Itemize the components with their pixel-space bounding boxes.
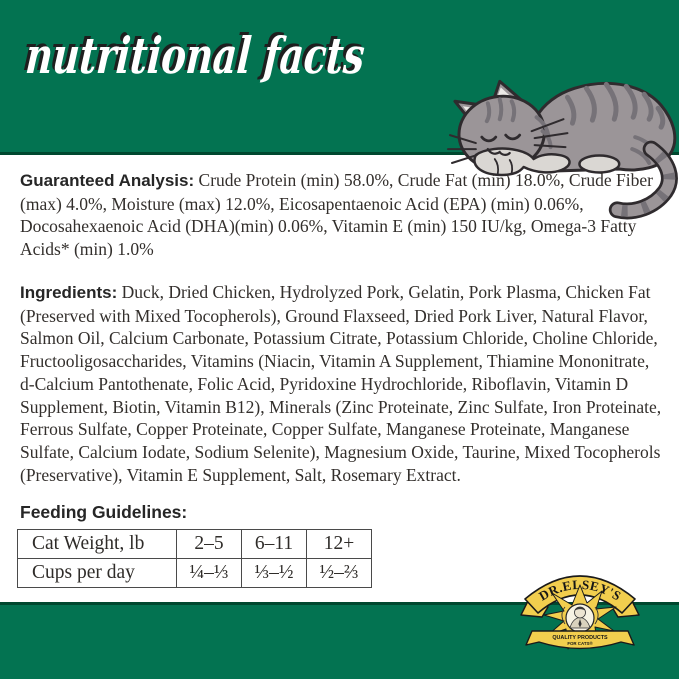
cell-cups-2: ⅓–½ [241, 558, 307, 588]
guaranteed-analysis-paragraph: Guaranteed Analysis: Crude Protein (min)… [20, 169, 668, 261]
ingredients-paragraph: Ingredients: Duck, Dried Chicken, Hydrol… [20, 281, 668, 486]
feeding-guidelines-heading: Feeding Guidelines: [20, 502, 188, 522]
cell-cups-1: ¼–⅓ [176, 558, 242, 588]
logo-burst [543, 584, 617, 650]
cell-weight-1: 2–5 [176, 529, 242, 559]
logo-ribbon-line2: FOR CATS® [567, 641, 593, 646]
logo-portrait [561, 606, 599, 629]
cell-weight-3: 12+ [306, 529, 372, 559]
sleeping-cat-icon [446, 79, 678, 220]
cat-face [446, 118, 569, 165]
ingredients-text: Duck, Dried Chicken, Hydrolyzed Pork, Ge… [20, 282, 662, 485]
cat-back-stripes [564, 81, 666, 130]
cat-front-paws [473, 147, 571, 177]
guaranteed-analysis-text: Crude Protein (min) 58.0%, Crude Fat (mi… [20, 170, 653, 260]
cell-weight-label: Cat Weight, lb [17, 529, 177, 559]
page-title: nutritional facts [23, 26, 367, 85]
dr-elseys-logo-icon: DR.ELSEY'S QUALITY PRODUCTS FOR CATS® [520, 575, 640, 650]
cat-whiskers [446, 118, 569, 165]
cell-cups-3: ½–⅔ [306, 558, 372, 588]
ingredients-label: Ingredients: [20, 283, 118, 302]
guaranteed-analysis-label: Guaranteed Analysis: [20, 171, 195, 190]
logo-ribbon-line1: QUALITY PRODUCTS [552, 635, 608, 641]
header-band [0, 0, 679, 155]
cat-rear-paw [578, 154, 621, 174]
cell-weight-2: 6–11 [241, 529, 307, 559]
cat-tail [608, 140, 678, 220]
feeding-table: Cat Weight, lb 2–5 6–11 12+ Cups per day… [17, 529, 372, 588]
table-row-cups: Cups per day ¼–⅓ ⅓–½ ½–⅔ [17, 558, 372, 588]
cell-cups-label: Cups per day [17, 558, 177, 588]
table-row-weight: Cat Weight, lb 2–5 6–11 12+ [17, 529, 372, 559]
logo-ribbon: QUALITY PRODUCTS FOR CATS® [525, 630, 635, 650]
